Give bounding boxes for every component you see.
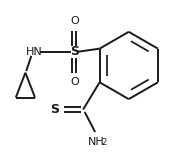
Text: 2: 2 [102,138,107,147]
Text: S: S [50,103,59,116]
Text: S: S [70,45,79,58]
Text: O: O [70,16,79,26]
Text: HN: HN [26,47,43,57]
Text: O: O [70,77,79,88]
Text: NH: NH [88,137,105,147]
